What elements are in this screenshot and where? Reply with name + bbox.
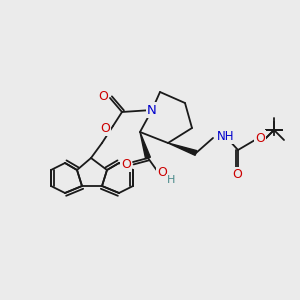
Text: H: H: [167, 175, 175, 185]
Text: O: O: [157, 167, 167, 179]
Text: O: O: [255, 131, 265, 145]
Text: O: O: [232, 169, 242, 182]
Text: O: O: [100, 122, 110, 134]
Text: NH: NH: [217, 130, 235, 142]
Text: O: O: [121, 158, 131, 170]
Polygon shape: [140, 132, 150, 159]
Polygon shape: [168, 143, 197, 155]
Text: N: N: [147, 103, 157, 116]
Text: O: O: [98, 89, 108, 103]
